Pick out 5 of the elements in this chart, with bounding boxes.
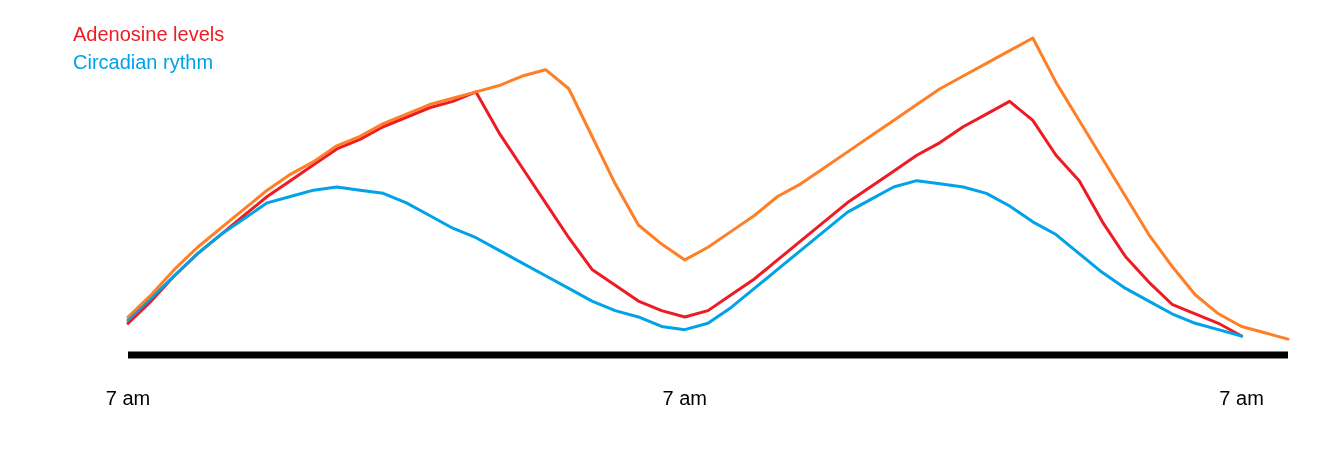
x-tick-label: 7 am bbox=[105, 387, 151, 410]
x-tick-label: 7 am bbox=[1219, 387, 1264, 410]
text: Circadian rythm bbox=[73, 50, 215, 75]
x-tick-label: 7 am bbox=[662, 387, 708, 410]
text: Adenosine levels bbox=[73, 22, 225, 47]
